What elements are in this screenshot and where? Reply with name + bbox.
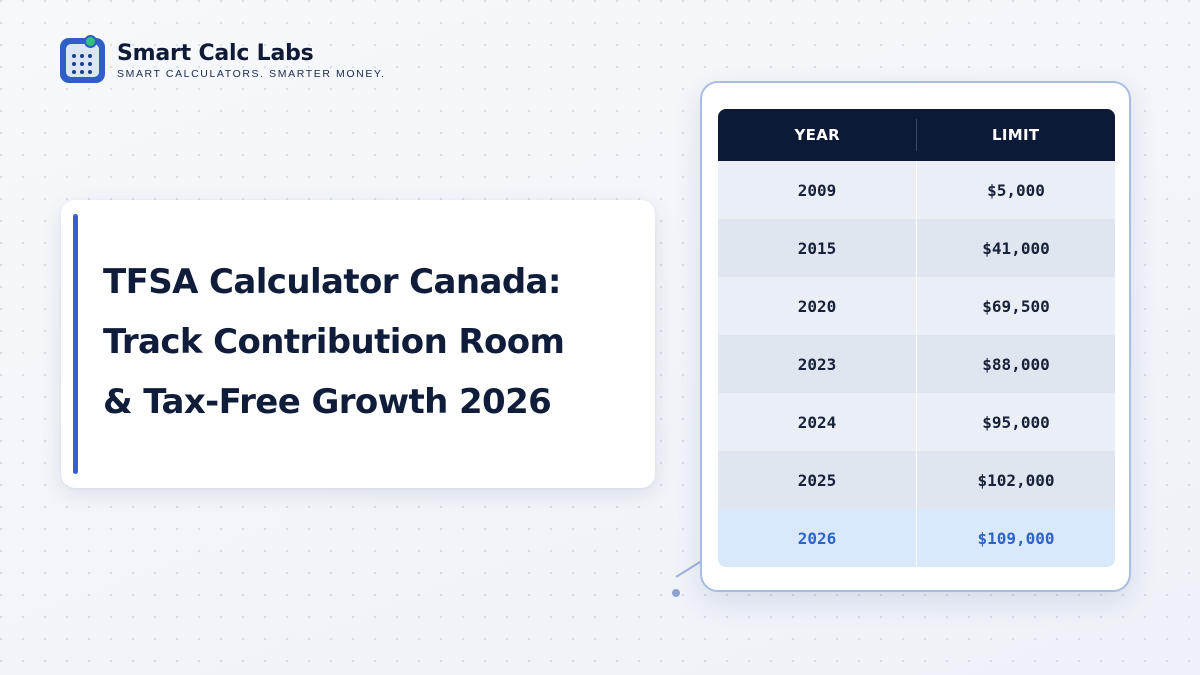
brand-tagline: SMART CALCULATORS. SMARTER MONEY. bbox=[117, 67, 386, 80]
page-title: TFSA Calculator Canada: Track Contributi… bbox=[103, 252, 633, 432]
brand-name: Smart Calc Labs bbox=[117, 40, 314, 66]
limits-table-card: YEAR LIMIT 2009 $5,000 2015 $41,000 2020… bbox=[700, 81, 1131, 592]
status-dot-icon bbox=[84, 35, 97, 48]
brand: Smart Calc Labs SMART CALCULATORS. SMART… bbox=[60, 35, 386, 83]
year-cell: 2009 bbox=[718, 161, 917, 219]
calculator-icon bbox=[60, 35, 105, 83]
table-row: 2015 $41,000 bbox=[718, 219, 1115, 277]
limit-cell: $109,000 bbox=[977, 528, 1055, 548]
table-row: 2024 $95,000 bbox=[718, 393, 1115, 451]
table-row: 2023 $88,000 bbox=[718, 335, 1115, 393]
accent-bar bbox=[73, 214, 78, 474]
connector-line bbox=[675, 560, 702, 578]
title-line-2: Track Contribution Room bbox=[103, 322, 565, 362]
year-cell: 2020 bbox=[718, 277, 917, 335]
table-row: 2009 $5,000 bbox=[718, 161, 1115, 219]
limit-cell: $102,000 bbox=[977, 470, 1055, 490]
limit-cell: $95,000 bbox=[982, 412, 1050, 432]
year-cell: 2015 bbox=[718, 219, 917, 277]
year-cell: 2025 bbox=[718, 451, 917, 509]
header-divider bbox=[916, 119, 917, 151]
connector-dot bbox=[672, 589, 680, 597]
year-cell: 2023 bbox=[718, 335, 917, 393]
table-row: 2025 $102,000 bbox=[718, 451, 1115, 509]
year-cell: 2026 bbox=[718, 509, 917, 567]
title-line-1: TFSA Calculator Canada: bbox=[103, 262, 562, 302]
year-cell: 2024 bbox=[718, 393, 917, 451]
table-header: YEAR LIMIT bbox=[718, 109, 1115, 161]
column-header-year: YEAR bbox=[794, 126, 840, 144]
limit-cell: $5,000 bbox=[987, 180, 1045, 200]
title-card: TFSA Calculator Canada: Track Contributi… bbox=[61, 200, 655, 488]
title-line-3: & Tax-Free Growth 2026 bbox=[103, 382, 552, 422]
limits-table: YEAR LIMIT 2009 $5,000 2015 $41,000 2020… bbox=[718, 109, 1115, 567]
table-row: 2020 $69,500 bbox=[718, 277, 1115, 335]
limit-cell: $69,500 bbox=[982, 296, 1050, 316]
limit-cell: $88,000 bbox=[982, 354, 1050, 374]
table-row-highlighted: 2026 $109,000 bbox=[718, 509, 1115, 567]
column-header-limit: LIMIT bbox=[992, 126, 1040, 144]
limit-cell: $41,000 bbox=[982, 238, 1050, 258]
